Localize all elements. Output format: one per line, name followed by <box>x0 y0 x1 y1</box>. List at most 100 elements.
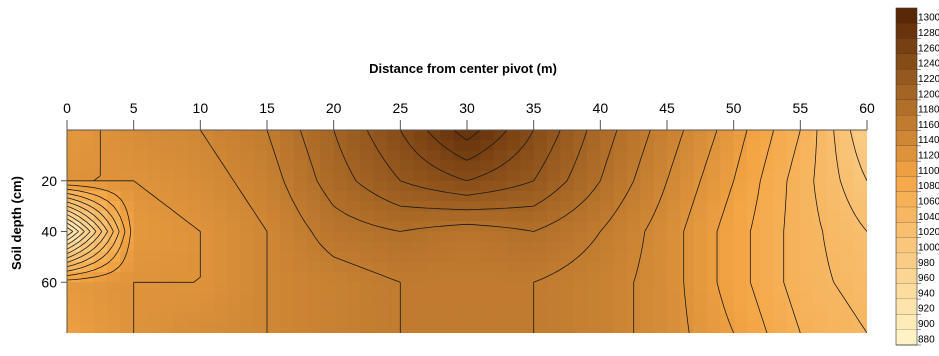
heat-cell <box>293 302 308 314</box>
heat-cell <box>600 170 615 182</box>
heat-cell <box>453 322 468 333</box>
heat-cell <box>200 140 215 151</box>
heat-cell <box>133 261 148 273</box>
heat-cell <box>480 130 495 141</box>
heat-cell <box>733 261 748 273</box>
heat-cell <box>507 170 521 182</box>
heat-cell <box>680 130 695 141</box>
heat-cell <box>187 261 201 273</box>
heat-cell <box>400 150 415 162</box>
heat-cell <box>773 140 788 151</box>
heat-cell <box>747 251 761 263</box>
heat-cell <box>800 201 815 212</box>
heat-cell <box>267 180 281 192</box>
heat-cell <box>307 221 321 233</box>
heat-cell <box>787 180 801 192</box>
heat-cell <box>347 130 361 141</box>
heat-cell <box>373 170 388 182</box>
heat-cell <box>107 272 121 283</box>
heat-cell <box>80 170 95 182</box>
heat-cell <box>613 190 628 202</box>
heat-cell <box>747 221 761 233</box>
heat-cell <box>827 272 841 283</box>
heat-cell <box>800 231 815 243</box>
heat-cell <box>773 160 788 172</box>
heat-cell <box>693 282 708 293</box>
heat-cell <box>440 282 455 293</box>
heat-cell <box>827 302 841 314</box>
heat-cell <box>667 272 681 283</box>
heat-cell <box>480 231 495 243</box>
heat-cell <box>533 150 548 162</box>
heat-cell <box>853 221 867 233</box>
heat-cell <box>773 201 788 212</box>
heat-cell <box>120 251 135 263</box>
heat-cell <box>160 272 175 283</box>
heat-cell <box>507 180 521 192</box>
heat-cell <box>253 130 268 141</box>
heat-cell <box>587 180 601 192</box>
heat-cell <box>853 150 867 162</box>
heat-cell <box>293 322 308 333</box>
heat-cell <box>400 130 415 141</box>
heat-cell <box>453 282 468 293</box>
heat-cell <box>373 272 388 283</box>
heat-cell <box>440 292 455 304</box>
contour-line-1020 <box>67 130 867 263</box>
heat-cell <box>573 140 588 151</box>
heat-cell <box>840 231 855 243</box>
heat-cell <box>267 231 281 243</box>
heat-cell <box>533 261 548 273</box>
heat-cell <box>333 150 348 162</box>
heat-cell <box>787 130 801 141</box>
heat-cell <box>520 282 535 293</box>
heat-cell <box>853 170 867 182</box>
heat-cell <box>493 302 508 314</box>
heat-cell <box>200 221 215 233</box>
heat-cell <box>653 292 668 304</box>
heat-cell <box>147 211 161 222</box>
heat-cell <box>680 282 695 293</box>
heat-cell <box>253 302 268 314</box>
heat-cell <box>587 231 601 243</box>
heat-cell <box>520 170 535 182</box>
heat-cell <box>547 292 561 304</box>
heat-cell <box>507 322 521 333</box>
heat-cell <box>427 190 441 202</box>
heat-cell <box>627 190 641 202</box>
heat-cell <box>573 261 588 273</box>
colorbar-swatch <box>896 329 917 346</box>
heat-cell <box>93 292 108 304</box>
heat-cell <box>733 231 748 243</box>
colorbar-label: 920 <box>918 304 935 315</box>
heat-cell <box>853 211 867 222</box>
heat-cell <box>560 272 575 283</box>
heat-cell <box>80 312 95 324</box>
heat-cell <box>787 170 801 182</box>
heat-cell <box>533 160 548 172</box>
heat-cell <box>200 170 215 182</box>
heat-cell <box>640 312 655 324</box>
heat-cell <box>840 170 855 182</box>
heat-cell <box>507 312 521 324</box>
heat-cell <box>827 312 841 324</box>
heat-cell <box>133 292 148 304</box>
heat-cell <box>387 201 401 212</box>
heat-cell <box>93 211 108 222</box>
heat-cell <box>520 302 535 314</box>
heat-cell <box>560 251 575 263</box>
y-axis-title: Soil depth (cm) <box>9 176 24 270</box>
heat-cell <box>640 160 655 172</box>
heat-cell <box>347 282 361 293</box>
heat-cell <box>773 170 788 182</box>
heat-cell <box>413 272 428 283</box>
heat-cell <box>733 282 748 293</box>
heat-cell <box>720 170 735 182</box>
heat-cell <box>480 201 495 212</box>
heat-cell <box>400 241 415 253</box>
heat-cell <box>573 170 588 182</box>
heat-cell <box>733 322 748 333</box>
heat-cell <box>573 150 588 162</box>
heat-cell <box>107 170 121 182</box>
heat-cell <box>800 130 815 141</box>
